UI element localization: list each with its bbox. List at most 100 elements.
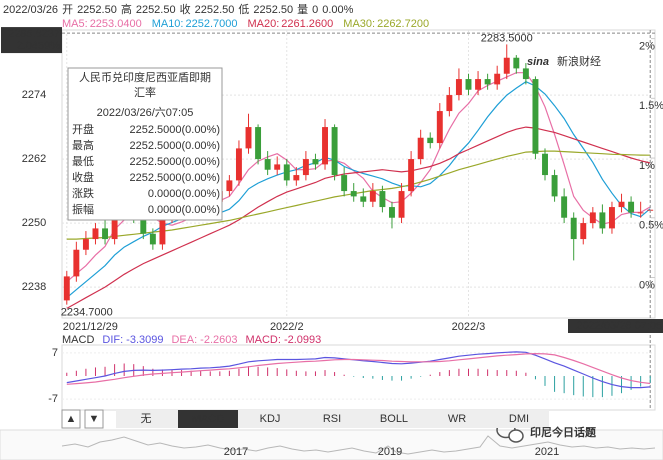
tab-label[interactable]: DMI: [509, 413, 529, 425]
tab-label[interactable]: 无: [141, 413, 152, 425]
navigator: [0, 429, 663, 460]
tab-button[interactable]: [178, 410, 238, 428]
tooltip-label: 振幅: [72, 202, 94, 216]
candle-body: [92, 228, 99, 240]
max-annotation: 2283.5000: [481, 32, 533, 44]
navigator-label: 2019: [378, 446, 402, 458]
macd-line: [66, 352, 651, 385]
tab-button[interactable]: [489, 410, 549, 428]
candle-body: [389, 207, 395, 218]
tab-label[interactable]: WR: [448, 413, 466, 425]
quote-item: 0: [312, 4, 318, 16]
candle-body: [513, 57, 520, 69]
crosshair-price-box: [1, 27, 62, 54]
macd-hist-name: MACD:: [245, 334, 280, 346]
crosshair-time-box: [568, 319, 663, 333]
tab-label[interactable]: ▼: [89, 413, 100, 425]
tab-button[interactable]: [427, 410, 487, 428]
macd-y-tick-label: 7: [52, 347, 58, 359]
y-tick-label: 2262: [22, 153, 46, 165]
candle-body: [360, 196, 367, 202]
macd-line-name: DEA:: [171, 334, 197, 346]
candle-body: [235, 148, 242, 181]
watermark: 新浪财经: [557, 54, 601, 68]
candle-body: [465, 79, 472, 90]
quote-item: 2252.50: [195, 4, 235, 16]
tooltip-value: 2252.5000(0.00%): [129, 156, 220, 168]
legend-value: 2253.0400: [90, 18, 142, 30]
tab-label[interactable]: ▲: [66, 413, 77, 425]
candle-body: [580, 223, 587, 240]
tooltip-box: [67, 67, 223, 221]
tab-button[interactable]: [61, 409, 81, 429]
candle-body: [322, 127, 328, 165]
candle-body: [398, 191, 405, 218]
navigator-sparkline: [61, 435, 656, 455]
macd-hist-value: -2.0993: [284, 334, 321, 346]
tooltip-label: 最低: [72, 155, 94, 168]
tab-button[interactable]: [84, 409, 104, 429]
macd-line-value: -2.2603: [200, 334, 237, 346]
candle-body: [417, 137, 424, 160]
quote-item: 2022/03/26: [3, 4, 58, 16]
quote-item: 收: [180, 2, 191, 16]
candle-body: [379, 191, 386, 208]
macd-line-value: -3.3099: [126, 334, 163, 346]
tab-button[interactable]: [116, 410, 176, 428]
legend-value: 2262.7200: [377, 18, 429, 30]
candle-body: [628, 201, 635, 213]
candle-body: [274, 164, 281, 170]
x-tick-label: 2022/2: [270, 321, 304, 333]
candle-body: [532, 79, 539, 154]
tab-button[interactable]: [302, 410, 362, 428]
candle-body: [283, 164, 290, 181]
tooltip-value: 2252.5000(0.00%): [129, 124, 220, 136]
tooltip-value: 2252.5000(0.00%): [129, 140, 220, 152]
tab-label[interactable]: KDJ: [260, 413, 281, 425]
candle-body: [455, 79, 462, 96]
candle-body: [293, 175, 300, 181]
tab-button[interactable]: [364, 410, 424, 428]
tab-label[interactable]: RSI: [323, 413, 341, 425]
candle-body: [264, 159, 271, 170]
x-tick-label: 2022/3: [452, 321, 486, 333]
navigator-label: 2017: [224, 446, 248, 458]
legend-name: MA30:: [343, 18, 375, 30]
quote-bar: 2022/03/26 开 2252.50 高 2252.50 收 2252.50 低 2252.…: [3, 2, 354, 16]
tooltip-label: 收盘: [72, 170, 94, 184]
legend-name: MA20:: [247, 18, 279, 30]
legend-name: MA10:: [152, 18, 184, 30]
tooltip-value: 2252.5000(0.00%): [129, 172, 220, 184]
candle-body: [427, 137, 434, 144]
quote-item: 0.00%: [322, 4, 353, 16]
tooltip-title: 人民币兑印度尼西亚盾即期: [79, 70, 211, 84]
y2-tick-label: 0.5%: [639, 220, 663, 232]
candle-body: [608, 207, 615, 229]
candle-body: [73, 249, 80, 277]
tooltip-label: 开盘: [72, 122, 94, 136]
ma-line: [66, 126, 651, 309]
crosshair-percent: 2.0459%: [17, 40, 61, 52]
candle-body: [331, 127, 338, 176]
candle-body: [63, 276, 70, 301]
tab-label[interactable]: BOLL: [380, 413, 408, 425]
candle-body: [226, 180, 233, 192]
candle-body: [599, 212, 606, 229]
y2-tick-label: 1%: [639, 160, 655, 172]
candle-body: [436, 111, 443, 144]
candle-body: [302, 159, 309, 176]
candle-body: [522, 68, 529, 80]
candle-body: [561, 196, 568, 218]
tab-label[interactable]: MACD: [192, 413, 224, 425]
candle-body: [369, 191, 376, 202]
brand-watermark: 印尼今日话题: [530, 425, 597, 439]
candle-body: [350, 191, 357, 197]
y-tick-label: 2238: [22, 281, 46, 293]
candle-body: [140, 217, 147, 234]
macd-title: MACD: [62, 334, 94, 346]
legend-name: MA5:: [62, 18, 88, 30]
plot-frame: [61, 29, 656, 319]
tab-button[interactable]: [240, 410, 300, 428]
